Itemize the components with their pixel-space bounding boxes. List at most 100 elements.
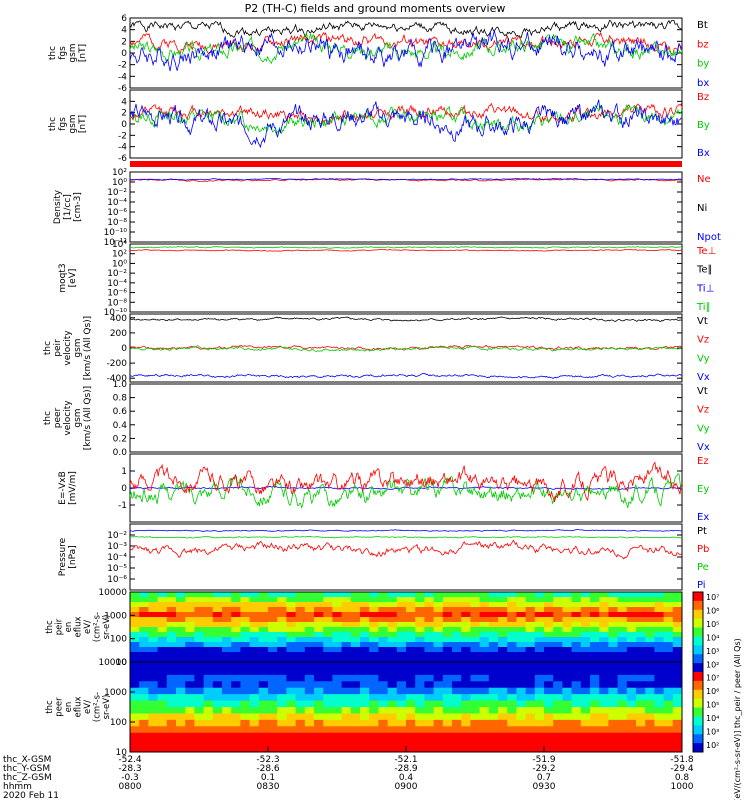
spectrogram-cell xyxy=(378,732,389,740)
spectrogram-cell xyxy=(341,694,352,702)
spectrogram-cell xyxy=(452,674,462,682)
spectrogram-cell xyxy=(617,612,628,618)
spectrogram-cell xyxy=(599,700,609,708)
spectrogram-cell xyxy=(249,662,260,669)
colorbar-tick-label: 10⁴ xyxy=(706,633,719,642)
x-tick-label: 0.1 xyxy=(261,773,275,783)
spectrogram-cell xyxy=(498,602,508,608)
spectrogram-cell xyxy=(139,657,149,663)
spectrogram-cell xyxy=(645,719,655,727)
spectrogram-cell xyxy=(433,745,444,753)
spectrogram-cell xyxy=(387,632,398,638)
spectrogram-cell xyxy=(176,719,186,727)
spectrogram-cell xyxy=(277,707,287,714)
spectrogram-cell xyxy=(470,745,481,753)
spectrogram-cell xyxy=(672,726,683,734)
legend-bx: bx xyxy=(697,78,709,89)
spectrogram-cell xyxy=(507,668,517,676)
spectrogram-cell xyxy=(544,637,554,643)
spectrogram-cell xyxy=(148,674,159,682)
spectrogram-cell xyxy=(452,726,462,734)
spectrogram-cell xyxy=(396,647,407,653)
legend-by: by xyxy=(697,59,709,70)
spectrogram-cell xyxy=(369,713,379,721)
spectrogram-cell xyxy=(341,637,352,643)
spectrogram-cell xyxy=(424,732,435,740)
spectrogram-cell xyxy=(406,681,416,689)
spectrogram-cell xyxy=(166,622,177,628)
spectrogram-cell xyxy=(479,632,490,638)
spectrogram-cell xyxy=(571,602,582,608)
spectrogram-cell xyxy=(663,739,674,747)
spectrogram-cell xyxy=(176,602,186,608)
spectrogram-cell xyxy=(636,657,646,663)
spectrogram-cell xyxy=(277,622,287,628)
spectrogram-cell xyxy=(304,681,315,689)
spectrogram-cell xyxy=(580,637,591,643)
spectrogram-cell xyxy=(442,652,453,658)
spectrogram-cell xyxy=(212,674,223,682)
series-by xyxy=(129,31,683,65)
y-axis-label: thc xyxy=(43,341,53,355)
spectrogram-cell xyxy=(212,745,223,753)
spectrogram-cell xyxy=(534,707,545,714)
spectrogram-cell xyxy=(350,622,361,628)
spectrogram-cell xyxy=(516,637,527,643)
spectrogram-cell xyxy=(534,642,545,648)
spectrogram-cell xyxy=(249,617,260,623)
spectrogram-cell xyxy=(176,694,186,702)
spectrogram-cell xyxy=(323,726,333,734)
spectrogram-cell xyxy=(231,657,241,663)
spectrogram-cell xyxy=(415,597,425,603)
spectrogram-cell xyxy=(507,687,517,695)
y-axis-label: eV/ xyxy=(83,620,93,634)
spectrogram-cell xyxy=(599,719,609,727)
spectrogram-cell xyxy=(212,713,223,721)
y-tick-label: 0 xyxy=(121,49,127,59)
y-tick-label: 10⁻⁶ xyxy=(107,208,127,218)
spectrogram-cell xyxy=(562,657,573,663)
spectrogram-cell xyxy=(222,700,232,708)
spectrogram-cell xyxy=(304,607,315,613)
spectrogram-cell xyxy=(654,622,665,628)
legend-Ti∥: Ti∥ xyxy=(696,302,711,313)
spectrogram-cell xyxy=(360,642,370,648)
spectrogram-cell xyxy=(525,707,536,714)
spectrogram-cell xyxy=(617,597,628,603)
spectrogram-cell xyxy=(498,637,508,643)
spectrogram-cell xyxy=(636,668,646,676)
spectrogram-cell xyxy=(268,707,278,714)
spectrogram-cell xyxy=(387,612,398,618)
spectrogram-cell xyxy=(378,612,389,618)
spectrogram-cell xyxy=(672,668,683,676)
spectrogram-cell xyxy=(240,637,251,643)
spectrogram-cell xyxy=(525,627,536,633)
spectrogram-cell xyxy=(626,602,637,608)
spectrogram-cell xyxy=(479,652,490,658)
spectrogram-cell xyxy=(130,637,140,643)
spectrogram-cell xyxy=(240,713,251,721)
legend-Pi: Pi xyxy=(697,580,706,591)
spectrogram-cell xyxy=(544,687,554,695)
spectrogram-cell xyxy=(507,647,517,653)
spectrogram-cell xyxy=(203,662,214,669)
spectrogram-cell xyxy=(194,632,205,638)
spectrogram-cell xyxy=(424,647,435,653)
y-axis-label: velocity xyxy=(63,330,73,366)
spectrogram-cell xyxy=(599,674,609,682)
spectrogram-cell xyxy=(258,642,269,648)
spectrogram-cell xyxy=(240,707,251,714)
spectrogram-cell xyxy=(452,647,462,653)
spectrogram-cell xyxy=(636,707,646,714)
y-axis-label: [nT] xyxy=(78,44,88,62)
spectrogram-cell xyxy=(350,642,361,648)
spectrogram-cell xyxy=(130,713,140,721)
spectrogram-cell xyxy=(240,739,251,747)
spectrogram-cell xyxy=(323,652,333,658)
spectrogram-cell xyxy=(203,602,214,608)
spectrogram-cell xyxy=(360,739,370,747)
spectrogram-cell xyxy=(553,622,563,628)
spectrogram-cell xyxy=(387,687,398,695)
spectrogram-cell xyxy=(332,681,343,689)
spectrogram-cell xyxy=(258,719,269,727)
